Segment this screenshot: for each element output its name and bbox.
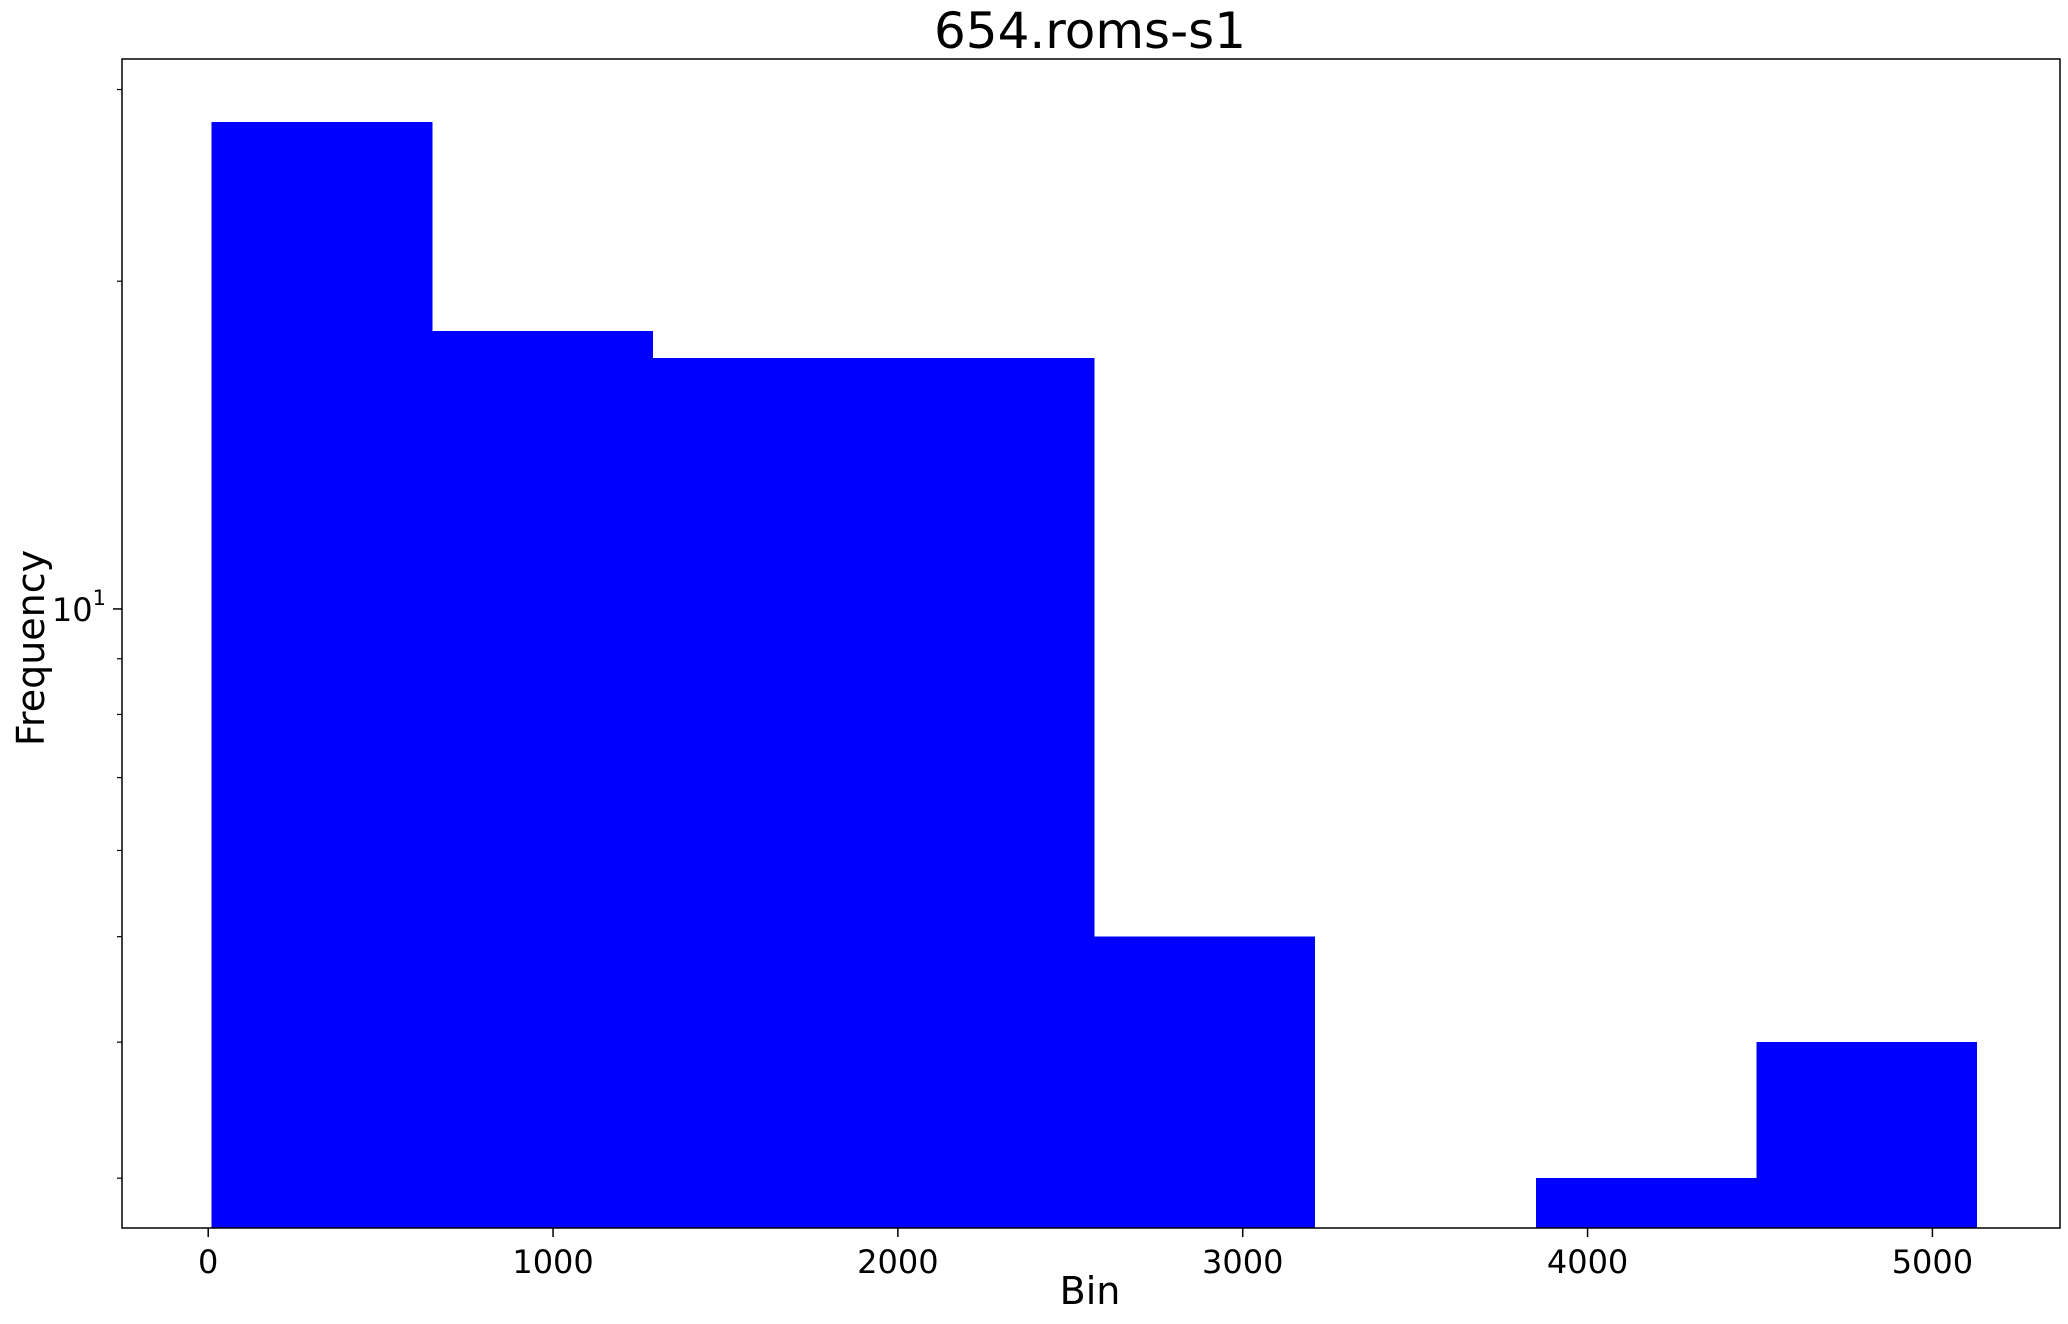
histogram-bar: [873, 358, 1095, 1228]
y-axis: 101: [52, 88, 122, 1179]
x-tick-label: 1000: [512, 1243, 593, 1281]
x-axis-label: Bin: [1060, 1269, 1121, 1313]
x-tick-label: 2000: [857, 1243, 938, 1281]
x-tick-label: 0: [198, 1243, 218, 1281]
y-axis-label: Frequency: [9, 550, 53, 746]
histogram-bar: [432, 331, 654, 1228]
x-tick-label: 5000: [1892, 1243, 1973, 1281]
x-tick-label: 4000: [1547, 1243, 1628, 1281]
plot-frame: [121, 58, 2061, 1229]
histogram-bar: [211, 122, 433, 1228]
x-axis: 0 1000 2000 3000 4000 5000: [198, 1228, 1973, 1281]
histogram-bar: [1756, 1042, 1978, 1228]
x-tick-label: 3000: [1202, 1243, 1283, 1281]
y-tick-label: 101: [52, 586, 106, 629]
bars-group: [211, 122, 1978, 1228]
histogram-bar: [1535, 1178, 1757, 1228]
chart-title: 654.roms-s1: [934, 2, 1246, 60]
histogram-bar: [653, 358, 874, 1228]
histogram-bar: [1094, 936, 1316, 1228]
